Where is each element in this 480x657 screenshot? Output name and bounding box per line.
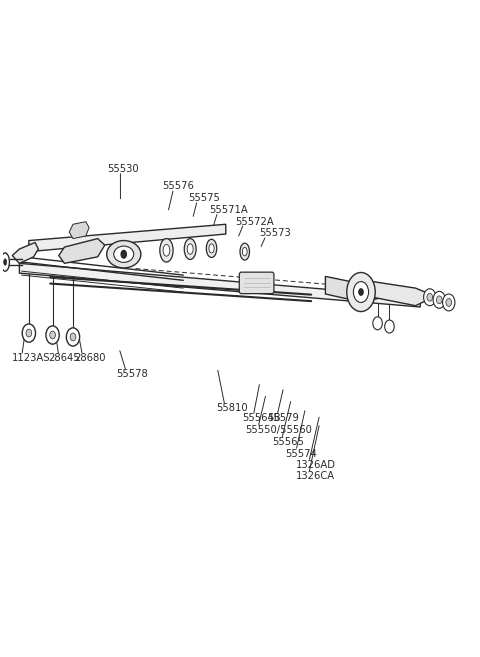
- Ellipse shape: [163, 244, 170, 256]
- Polygon shape: [325, 277, 383, 302]
- Polygon shape: [12, 242, 38, 263]
- Circle shape: [443, 294, 455, 311]
- Circle shape: [50, 331, 56, 339]
- Polygon shape: [59, 238, 105, 263]
- Circle shape: [70, 333, 76, 341]
- Ellipse shape: [206, 239, 217, 258]
- Circle shape: [446, 298, 452, 306]
- Ellipse shape: [187, 244, 193, 254]
- Text: 55530: 55530: [107, 164, 139, 174]
- Circle shape: [353, 282, 369, 302]
- Text: 55573: 55573: [259, 229, 291, 238]
- Text: 55572A: 55572A: [235, 217, 274, 227]
- Polygon shape: [69, 221, 89, 238]
- Circle shape: [424, 289, 436, 306]
- Ellipse shape: [240, 243, 250, 260]
- Circle shape: [46, 326, 59, 344]
- Polygon shape: [29, 224, 226, 252]
- Text: 1326CA: 1326CA: [296, 471, 335, 482]
- Circle shape: [358, 288, 364, 296]
- Text: 1326AD: 1326AD: [296, 460, 336, 470]
- Ellipse shape: [107, 240, 141, 268]
- Ellipse shape: [4, 259, 7, 265]
- Circle shape: [347, 273, 375, 311]
- Circle shape: [120, 250, 127, 259]
- Ellipse shape: [1, 253, 10, 271]
- Polygon shape: [19, 263, 420, 307]
- Polygon shape: [373, 282, 425, 306]
- Circle shape: [436, 296, 442, 304]
- Circle shape: [373, 317, 383, 330]
- Circle shape: [433, 291, 445, 308]
- Text: 55564B: 55564B: [242, 413, 281, 423]
- Ellipse shape: [160, 238, 173, 262]
- Ellipse shape: [184, 238, 196, 260]
- Text: 28680: 28680: [74, 353, 106, 363]
- Text: 28645: 28645: [48, 353, 80, 363]
- Text: 55571A: 55571A: [209, 205, 248, 215]
- Ellipse shape: [242, 248, 247, 256]
- Text: 55810: 55810: [216, 403, 248, 413]
- Text: 55550/55560: 55550/55560: [245, 425, 312, 435]
- Ellipse shape: [114, 246, 134, 262]
- Text: 1123AS: 1123AS: [12, 353, 51, 363]
- Text: 55575: 55575: [188, 193, 220, 203]
- Text: 55565: 55565: [272, 437, 304, 447]
- Circle shape: [427, 293, 432, 301]
- Text: 55578: 55578: [117, 369, 148, 379]
- Circle shape: [66, 328, 80, 346]
- Circle shape: [26, 329, 32, 337]
- Circle shape: [22, 324, 36, 342]
- Text: 55574: 55574: [285, 449, 317, 459]
- Circle shape: [384, 320, 394, 333]
- Ellipse shape: [209, 244, 214, 253]
- Text: 55579: 55579: [267, 413, 300, 423]
- Text: 55576: 55576: [162, 181, 193, 191]
- FancyBboxPatch shape: [240, 272, 274, 294]
